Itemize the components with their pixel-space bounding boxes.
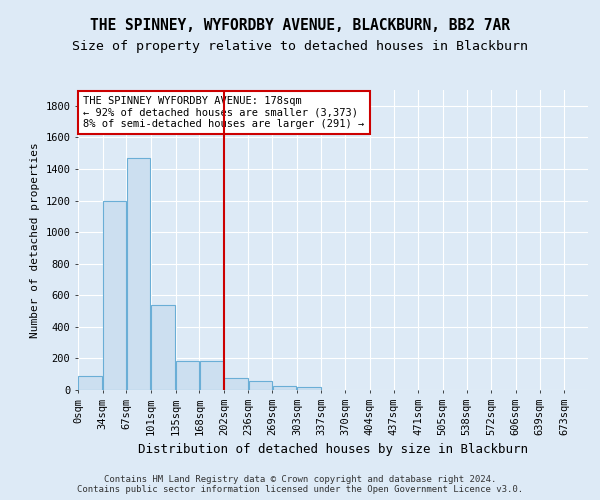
Bar (297, 387, 320, 390)
Bar (200, 361, 223, 390)
Text: Contains HM Land Registry data © Crown copyright and database right 2024.
Contai: Contains HM Land Registry data © Crown c… (77, 474, 523, 494)
Text: THE SPINNEY WYFORDBY AVENUE: 178sqm
← 92% of detached houses are smaller (3,373): THE SPINNEY WYFORDBY AVENUE: 178sqm ← 92… (83, 96, 364, 129)
Text: Size of property relative to detached houses in Blackburn: Size of property relative to detached ho… (72, 40, 528, 53)
Bar (272, 386, 296, 390)
Bar (151, 304, 175, 390)
Bar (103, 200, 126, 390)
Bar (248, 380, 272, 390)
Bar (78, 376, 101, 390)
Text: THE SPINNEY, WYFORDBY AVENUE, BLACKBURN, BB2 7AR: THE SPINNEY, WYFORDBY AVENUE, BLACKBURN,… (90, 18, 510, 32)
X-axis label: Distribution of detached houses by size in Blackburn: Distribution of detached houses by size … (138, 444, 528, 456)
Bar (127, 158, 150, 390)
Bar (176, 361, 199, 390)
Y-axis label: Number of detached properties: Number of detached properties (30, 142, 40, 338)
Bar (224, 378, 248, 390)
